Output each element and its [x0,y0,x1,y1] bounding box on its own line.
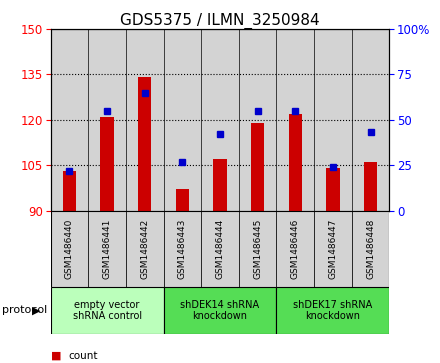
Bar [88,29,126,211]
Text: GSM1486448: GSM1486448 [366,219,375,279]
Bar [276,287,389,334]
Bar [51,287,164,334]
Text: protocol: protocol [2,305,48,315]
Text: empty vector
shRNA control: empty vector shRNA control [73,299,142,321]
Bar [276,211,314,287]
Text: ■: ■ [51,351,61,361]
Text: ▶: ▶ [32,305,40,315]
Text: shDEK17 shRNA
knockdown: shDEK17 shRNA knockdown [293,299,373,321]
Bar [239,29,276,211]
Text: count: count [68,351,98,361]
Bar [100,117,114,211]
Bar [213,159,227,211]
Bar [364,162,377,211]
Text: GSM1486445: GSM1486445 [253,219,262,279]
Bar [51,29,88,211]
Bar [314,29,352,211]
Bar [138,77,151,211]
Text: GSM1486447: GSM1486447 [328,219,337,279]
Bar [326,168,340,211]
Text: GSM1486441: GSM1486441 [103,219,112,279]
Bar [239,211,276,287]
Bar [51,211,88,287]
Text: shDEK14 shRNA
knockdown: shDEK14 shRNA knockdown [180,299,260,321]
Bar [126,29,164,211]
Bar [201,211,239,287]
Bar [352,211,389,287]
Text: GSM1486446: GSM1486446 [291,219,300,279]
Text: GDS5375 / ILMN_3250984: GDS5375 / ILMN_3250984 [120,13,320,29]
Bar [201,29,239,211]
Bar [88,211,126,287]
Bar [352,29,389,211]
Bar [276,29,314,211]
Text: GSM1486443: GSM1486443 [178,219,187,279]
Bar [176,189,189,211]
Bar [126,211,164,287]
Bar [314,211,352,287]
Text: GSM1486444: GSM1486444 [216,219,224,279]
Bar [164,211,201,287]
Bar [63,171,76,211]
Bar [164,287,276,334]
Bar [164,29,201,211]
Text: GSM1486442: GSM1486442 [140,219,149,279]
Bar [251,123,264,211]
Text: GSM1486440: GSM1486440 [65,219,74,279]
Bar [289,114,302,211]
